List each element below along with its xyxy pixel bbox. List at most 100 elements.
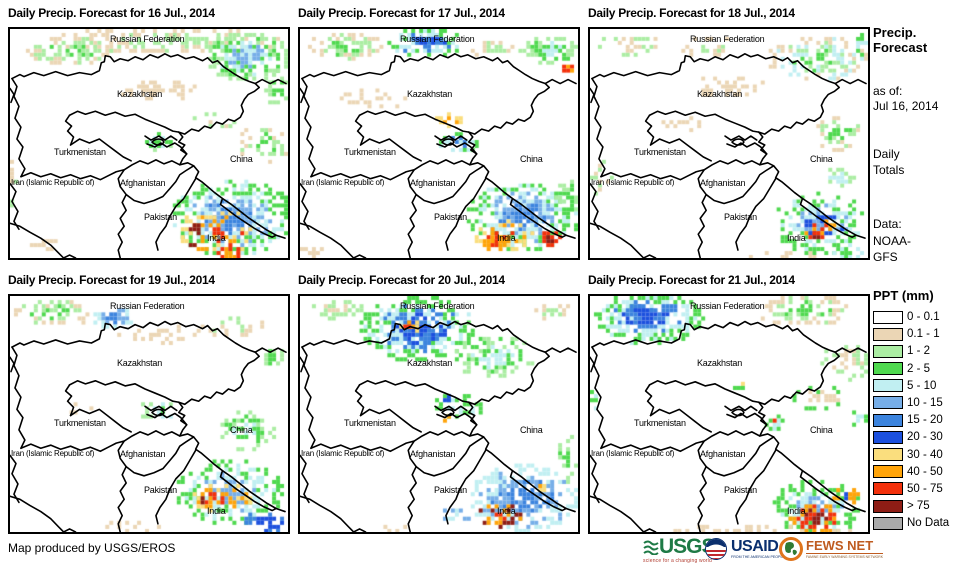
map-label-turkmenistan: Turkmenistan xyxy=(344,146,396,157)
legend-swatch xyxy=(873,344,903,358)
usgs-wordmark: USGS xyxy=(659,535,716,558)
legend-swatch xyxy=(873,516,903,530)
map-label-russian-federation: Russian Federation xyxy=(110,301,185,312)
legend-item: 0 - 0.1 xyxy=(873,310,965,324)
legend-swatch xyxy=(873,465,903,479)
legend-item: 5 - 10 xyxy=(873,379,965,393)
fewsnet-wordmark: FEWS NET xyxy=(806,539,883,554)
map-label-turkmenistan: Turkmenistan xyxy=(54,146,106,157)
map-label-iran-islamic-republic-of: Iran (Islamic Republic of) xyxy=(301,177,385,187)
as-of-date: as of: Jul 16, 2014 xyxy=(873,84,939,113)
map-label-iran-islamic-republic-of: Iran (Islamic Republic of) xyxy=(591,177,675,187)
map-label-russian-federation: Russian Federation xyxy=(400,33,475,44)
usgs-tagline: science for a changing world xyxy=(643,558,712,564)
legend-label: > 75 xyxy=(907,500,930,513)
legend-swatch xyxy=(873,482,903,496)
map-label-china: China xyxy=(230,424,253,435)
map-label-iran-islamic-republic-of: Iran (Islamic Republic of) xyxy=(11,449,95,459)
map-label-kazakhstan: Kazakhstan xyxy=(697,358,743,369)
legend-item: 50 - 75 xyxy=(873,482,965,496)
map-label-pakistan: Pakistan xyxy=(144,212,177,223)
map-label-china: China xyxy=(520,424,543,435)
map-area: Russian Federation Kazakhstan Turkmenistan… xyxy=(588,294,870,534)
map-label-russian-federation: Russian Federation xyxy=(110,33,185,44)
legend-label: 15 - 20 xyxy=(907,414,943,427)
legend-item: 20 - 30 xyxy=(873,430,965,444)
map-label-china: China xyxy=(230,153,253,164)
usaid-wordmark: USAID xyxy=(731,538,779,555)
map-label-pakistan: Pakistan xyxy=(434,212,467,223)
legend-label: 40 - 50 xyxy=(907,465,943,478)
country-borders xyxy=(10,320,287,532)
country-borders xyxy=(590,52,867,258)
legend-swatch xyxy=(873,362,903,376)
legend-swatch xyxy=(873,310,903,324)
map-title: Daily Precip. Forecast for 21 Jul., 2014 xyxy=(588,273,795,287)
fewsnet-tagline: FAMINE EARLY WARNING SYSTEMS NETWORK xyxy=(806,554,883,559)
map-area: Russian Federation Kazakhstan Turkmenistan… xyxy=(588,27,870,260)
map-area: Russian Federation Kazakhstan Turkmenistan… xyxy=(8,294,290,534)
map-label-kazakhstan: Kazakhstan xyxy=(407,89,453,100)
map-label-iran-islamic-republic-of: Iran (Islamic Republic of) xyxy=(301,449,385,459)
legend-item: 30 - 40 xyxy=(873,448,965,461)
map-label-iran-islamic-republic-of: Iran (Islamic Republic of) xyxy=(591,449,675,459)
map-label-pakistan: Pakistan xyxy=(434,485,467,496)
map-label-kazakhstan: Kazakhstan xyxy=(697,89,743,100)
map-label-india: India xyxy=(787,506,806,517)
legend-label: 0.1 - 1 xyxy=(907,328,940,341)
map-label-kazakhstan: Kazakhstan xyxy=(117,358,163,369)
forecast-panel: Daily Precip. Forecast for 20 Jul., 2014… xyxy=(298,273,580,534)
sidebar-title: Precip. Forecast xyxy=(873,25,928,55)
country-borders xyxy=(10,52,287,258)
map-label-india: India xyxy=(497,233,516,244)
map-label-turkmenistan: Turkmenistan xyxy=(634,417,686,428)
map-label-afghanistan: Afghanistan xyxy=(120,449,166,460)
map-label-india: India xyxy=(497,506,516,517)
legend-label: 50 - 75 xyxy=(907,482,943,495)
map-title: Daily Precip. Forecast for 17 Jul., 2014 xyxy=(298,6,505,20)
legend-label: 0 - 0.1 xyxy=(907,311,940,323)
country-borders xyxy=(590,320,867,532)
legend-item: 10 - 15 xyxy=(873,396,965,410)
map-label-china: China xyxy=(520,153,543,164)
legend-item: 0.1 - 1 xyxy=(873,327,965,341)
map-label-russian-federation: Russian Federation xyxy=(690,33,765,44)
map-label-kazakhstan: Kazakhstan xyxy=(407,358,453,369)
map-label-china: China xyxy=(810,424,833,435)
daily-totals-note: Daily Totals xyxy=(873,147,905,177)
forecast-panel: Daily Precip. Forecast for 17 Jul., 2014… xyxy=(298,6,580,260)
map-label-kazakhstan: Kazakhstan xyxy=(117,89,163,100)
map-label-afghanistan: Afghanistan xyxy=(410,177,456,188)
forecast-panel: Daily Precip. Forecast for 16 Jul., 2014… xyxy=(8,6,290,260)
map-label-pakistan: Pakistan xyxy=(724,485,757,496)
map-label-russian-federation: Russian Federation xyxy=(400,301,475,312)
map-label-china: China xyxy=(810,153,833,164)
legend-swatch xyxy=(873,499,903,513)
footer-credit: Map produced by USGS/EROS xyxy=(8,541,176,555)
legend-swatch xyxy=(873,413,903,427)
legend-item: 1 - 2 xyxy=(873,344,965,358)
map-title: Daily Precip. Forecast for 18 Jul., 2014 xyxy=(588,6,795,20)
legend-item: No Data xyxy=(873,516,965,530)
legend-item: > 75 xyxy=(873,499,965,513)
map-area: Russian Federation Kazakhstan Turkmenistan… xyxy=(298,294,580,534)
sidebar: Precip. Forecast as of: Jul 16, 2014 Dai… xyxy=(873,25,965,534)
usaid-tagline: FROM THE AMERICAN PEOPLE xyxy=(731,555,785,559)
data-source-note: Data: NOAA- GFS xyxy=(873,217,912,264)
legend-label: 5 - 10 xyxy=(907,379,937,392)
map-label-afghanistan: Afghanistan xyxy=(700,177,746,188)
map-label-afghanistan: Afghanistan xyxy=(120,177,166,188)
legend-title: PPT (mm) xyxy=(873,287,934,303)
map-label-india: India xyxy=(787,233,806,244)
map-title: Daily Precip. Forecast for 16 Jul., 2014 xyxy=(8,6,215,20)
legend-label: 2 - 5 xyxy=(907,362,931,375)
forecast-panel: Daily Precip. Forecast for 21 Jul., 2014… xyxy=(588,273,870,534)
usaid-emblem-icon xyxy=(705,538,727,560)
usgs-logo: USGS science for a changing world xyxy=(643,535,721,564)
map-label-afghanistan: Afghanistan xyxy=(700,449,746,460)
legend-item: 40 - 50 xyxy=(873,465,965,479)
map-label-india: India xyxy=(207,506,226,517)
legend-label: 30 - 40 xyxy=(907,448,943,461)
map-title: Daily Precip. Forecast for 20 Jul., 2014 xyxy=(298,273,505,287)
legend-swatch xyxy=(873,430,903,444)
